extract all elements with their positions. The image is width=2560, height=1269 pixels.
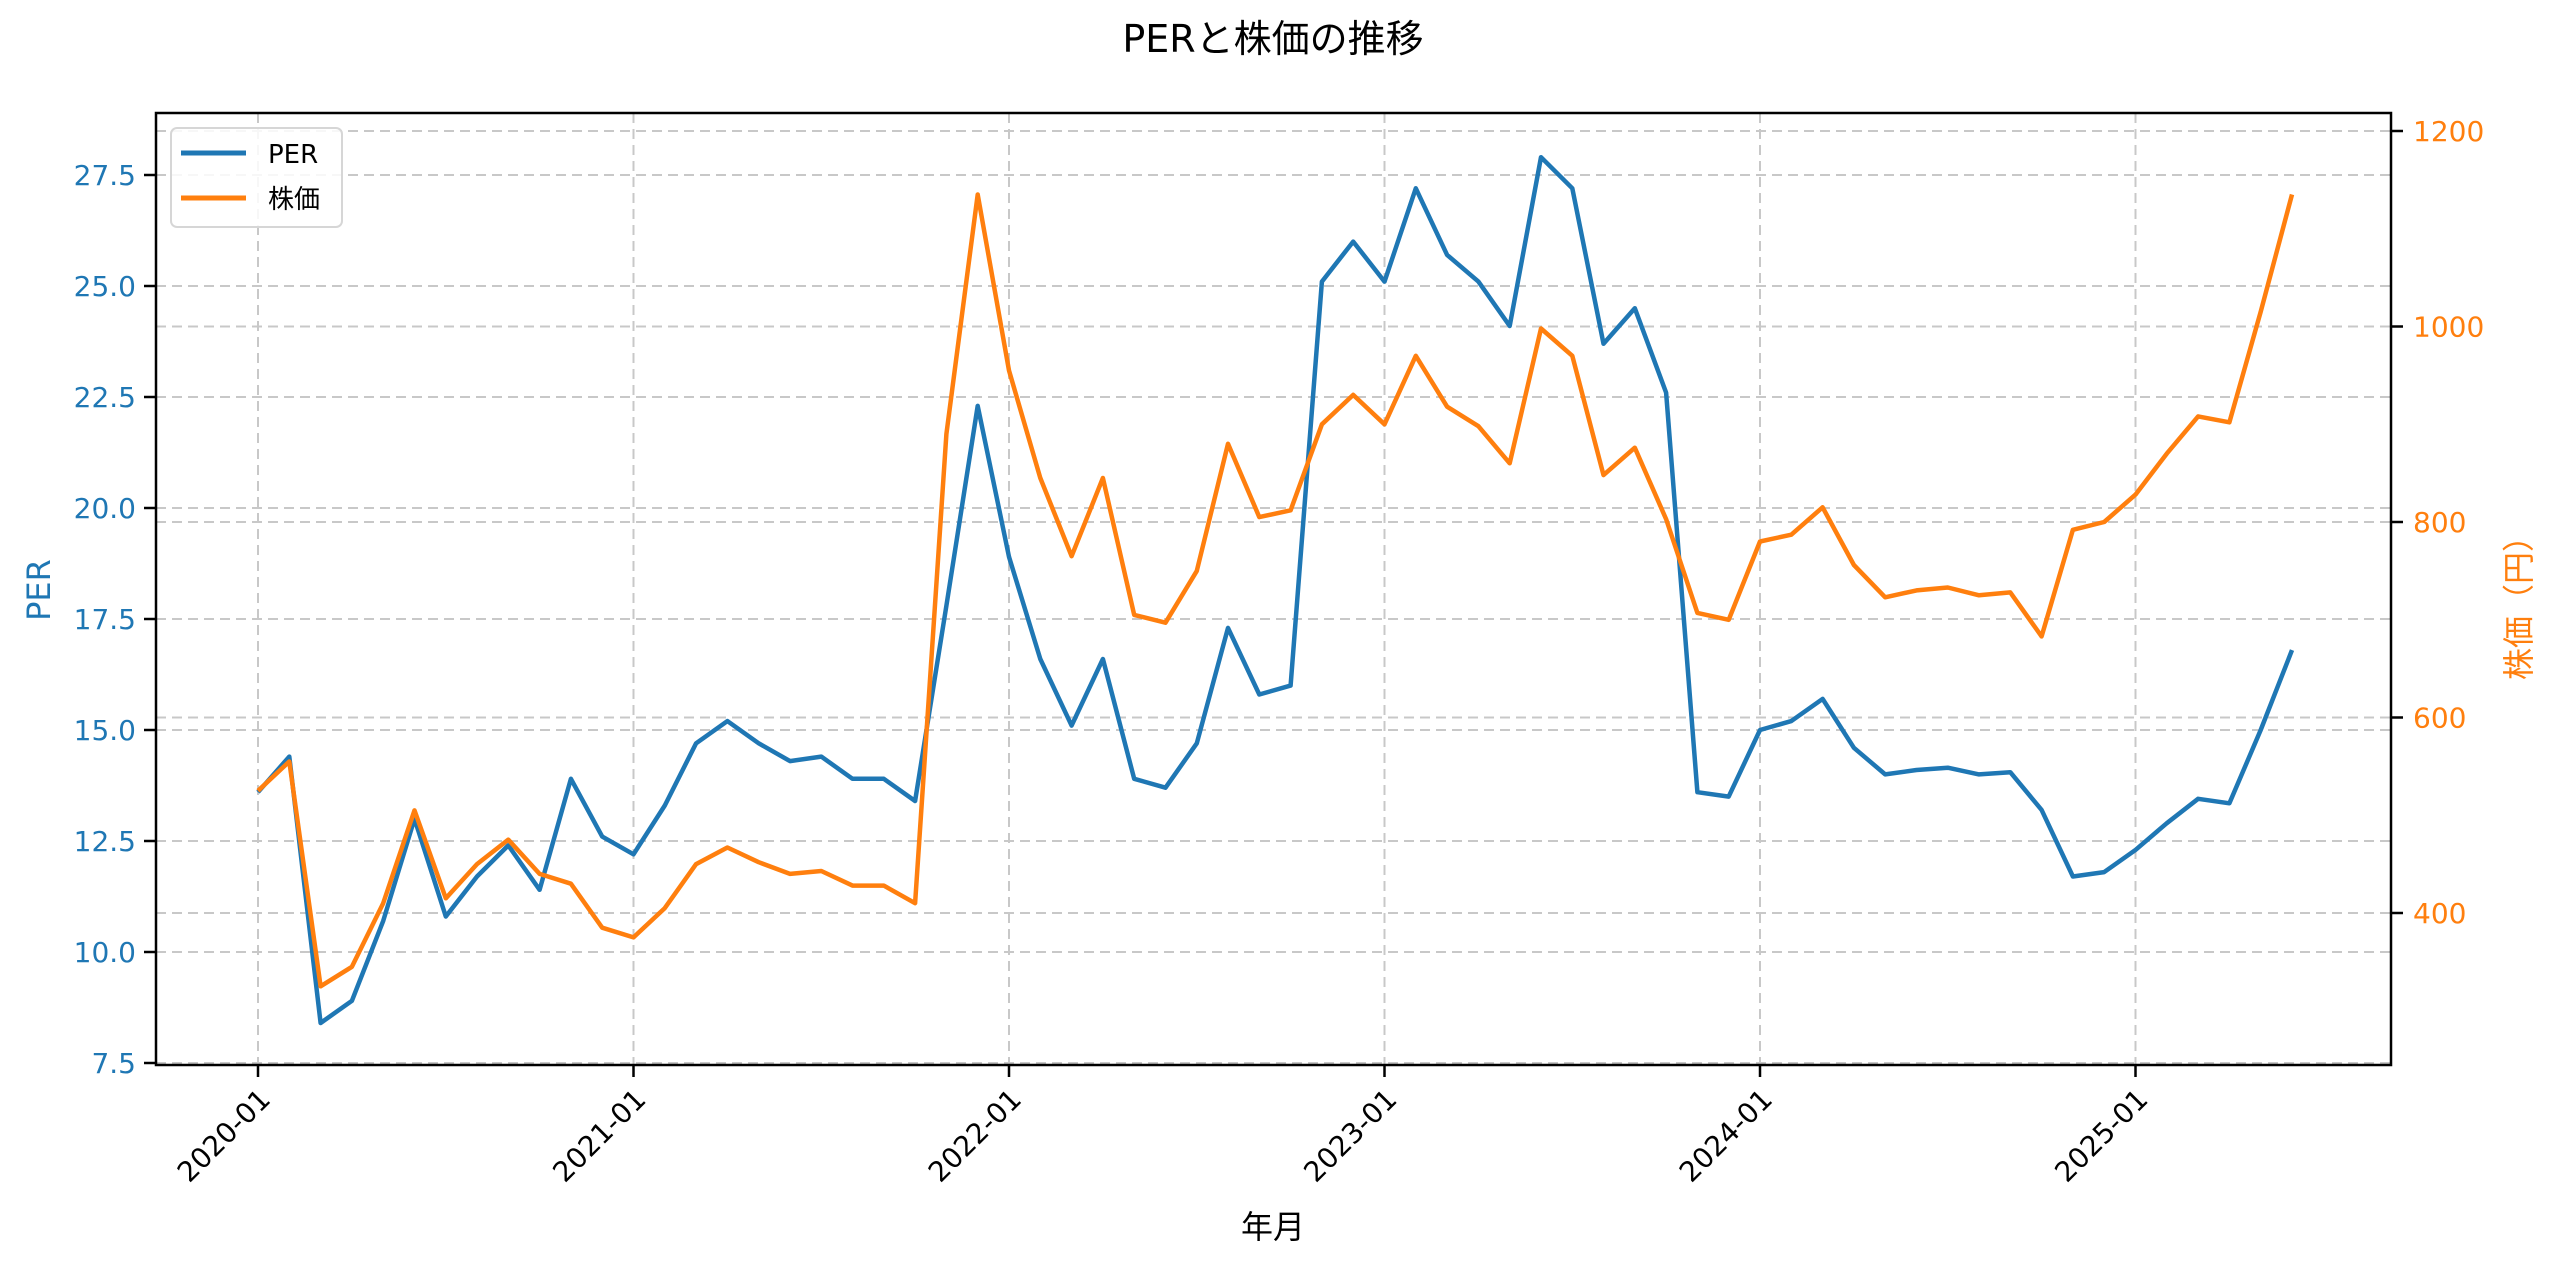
left-tick-label: 20.0	[74, 492, 136, 525]
x-tick-label: 2024-01	[1673, 1083, 1779, 1189]
gridlines	[156, 113, 2391, 1065]
x-tick-label: 2023-01	[1297, 1083, 1403, 1189]
x-axis-label: 年月	[1241, 1208, 1305, 1246]
left-tick-label: 17.5	[74, 603, 136, 636]
legend: PER 株価	[170, 127, 343, 228]
left-tick-label: 12.5	[74, 825, 136, 858]
right-tick-label: 800	[2413, 506, 2466, 539]
per-line	[256, 154, 2295, 1026]
left-tick-label: 10.0	[74, 936, 136, 969]
plot-lines	[256, 154, 2295, 1026]
left-tick-label: 7.5	[91, 1047, 136, 1080]
x-tick-label: 2020-01	[171, 1083, 277, 1189]
legend-label-price: 株価	[268, 185, 320, 215]
right-tick-label: 1000	[2413, 311, 2484, 344]
right-tick-label: 600	[2413, 702, 2466, 735]
left-tick-label: 15.0	[74, 714, 136, 747]
x-tick-label: 2022-01	[922, 1083, 1028, 1189]
chart-title: PERと株価の推移	[1122, 17, 1423, 61]
right-axis-ticks: 400 600 800 1000 1200	[2391, 115, 2484, 930]
left-axis-label: PER	[20, 559, 58, 621]
left-tick-label: 22.5	[74, 381, 136, 414]
x-tick-label: 2021-01	[546, 1083, 652, 1189]
x-axis-ticks: 2020-01 2021-01 2022-01 2023-01 2024-01 2025-…	[171, 1065, 2154, 1189]
left-tick-label: 25.0	[74, 270, 136, 303]
left-axis-ticks: 7.5 10.0 12.5 15.0 17.5 20.0 22.5 25.0 27.5	[74, 159, 156, 1080]
right-tick-label: 1200	[2413, 115, 2484, 148]
plot-frame	[154, 111, 2393, 1067]
legend-label-per: PER	[268, 140, 318, 170]
left-tick-label: 27.5	[74, 159, 136, 192]
price-line	[256, 192, 2295, 989]
right-axis-label: 株価（円）	[2500, 520, 2538, 680]
right-tick-label: 400	[2413, 897, 2466, 930]
x-tick-label: 2025-01	[2048, 1083, 2154, 1189]
